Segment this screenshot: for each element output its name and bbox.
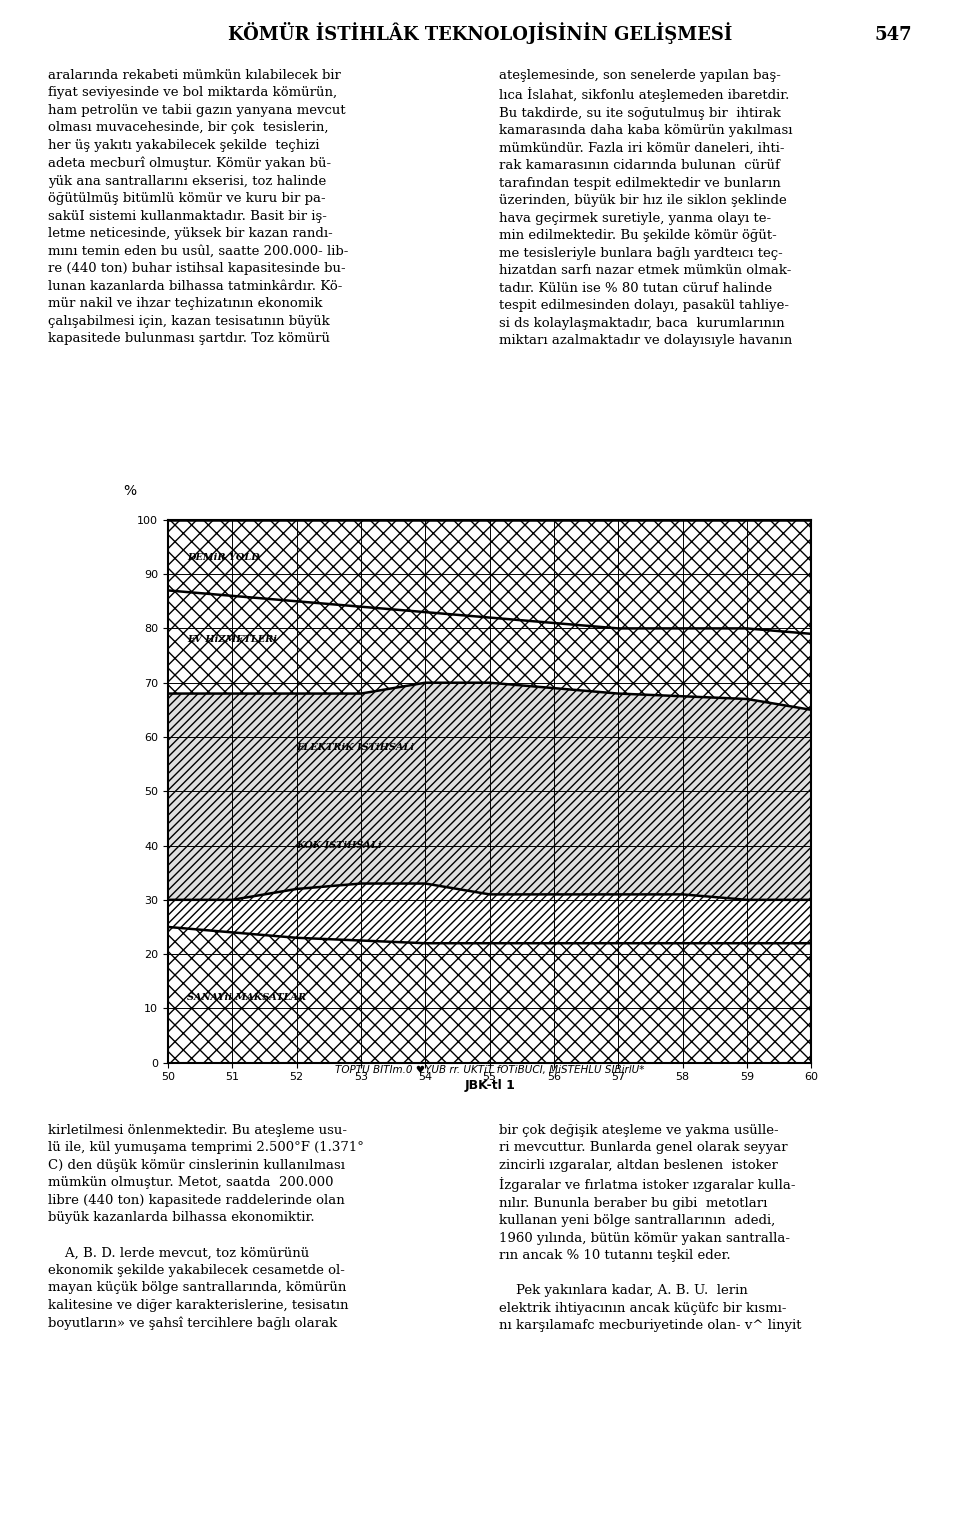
Text: KÖMÜR İSTİHLÂK TEKNOLOJİSİNİN GELİŞMESİ: KÖMÜR İSTİHLÂK TEKNOLOJİSİNİN GELİŞMESİ xyxy=(228,21,732,44)
Text: ateşlemesinde, son senelerde yapılan baş-
lıca İslahat, sikfonlu ateşlemeden iba: ateşlemesinde, son senelerde yapılan baş… xyxy=(499,69,793,347)
Text: kirletilmesi önlenmektedir. Bu ateşleme usu-
lü ile, kül yumuşama temprimi 2.500: kirletilmesi önlenmektedir. Bu ateşleme … xyxy=(48,1124,364,1330)
Text: DEMiR YOLD: DEMiR YOLD xyxy=(187,553,260,563)
Text: TOPTU BITIm.0 ♥YUB rr. UKTiT fOTiBUCI, MiSTEHLU SIBirlU*: TOPTU BITIm.0 ♥YUB rr. UKTiT fOTiBUCI, M… xyxy=(335,1066,644,1075)
Text: %: % xyxy=(123,485,136,498)
Text: ELEKTRiK ISTiHSALi: ELEKTRiK ISTiHSALi xyxy=(297,743,415,752)
Text: EV HiZMETLERi: EV HiZMETLERi xyxy=(187,635,277,644)
Text: 547: 547 xyxy=(875,26,912,44)
Text: KOK ISTiHSALi: KOK ISTiHSALi xyxy=(297,841,382,850)
Text: aralarında rekabeti mümkün kılabilecek bir
fiyat seviyesinde ve bol miktarda köm: aralarında rekabeti mümkün kılabilecek b… xyxy=(48,69,348,346)
Text: SANAYii MAKSATLAR: SANAYii MAKSATLAR xyxy=(187,992,306,1001)
Text: JBK-tl 1: JBK-tl 1 xyxy=(465,1078,515,1092)
Text: bir çok değişik ateşleme ve yakma usülle-
ri mevcuttur. Bunlarda genel olarak se: bir çok değişik ateşleme ve yakma usülle… xyxy=(499,1124,802,1332)
